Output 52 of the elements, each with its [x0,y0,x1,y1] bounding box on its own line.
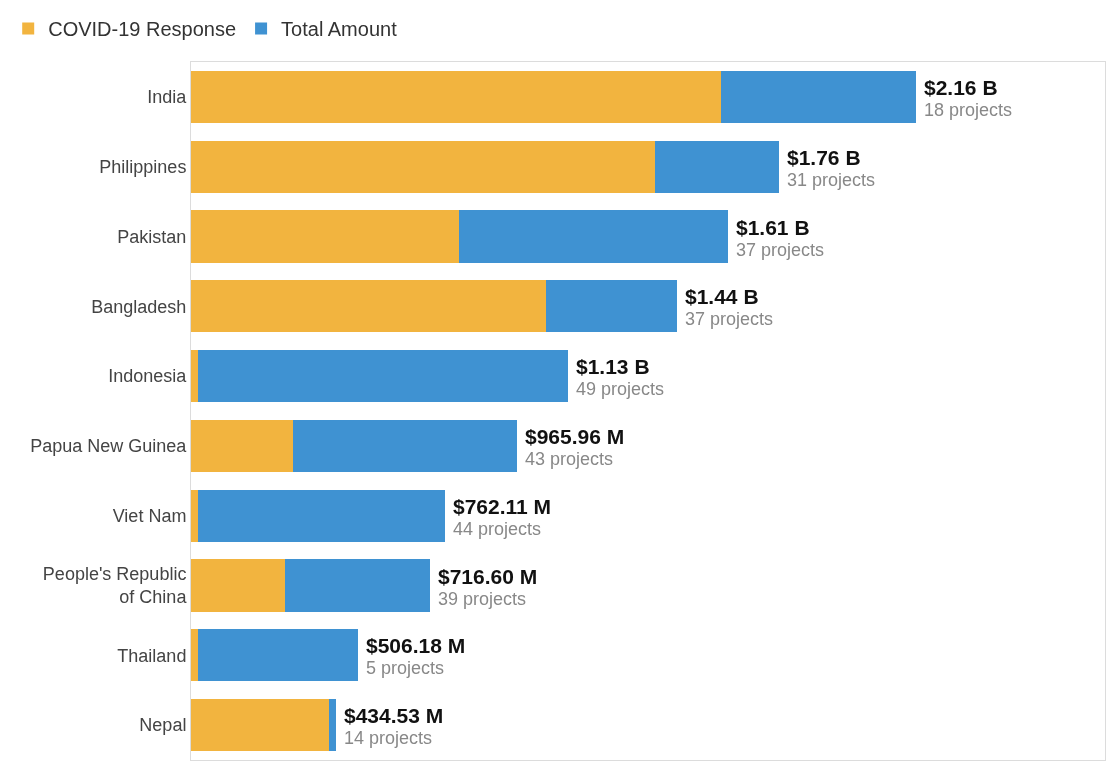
bar [191,280,547,333]
annotation: $762.11 M [453,495,552,518]
annotation: $434.53 M [344,704,444,727]
annotation: $1.13 B [576,355,650,378]
bar [198,489,445,542]
bar [328,698,337,752]
bar [459,210,728,263]
annotation: $716.60 M [438,565,538,588]
annotation: 39 projects [438,589,527,609]
legend-label: Total Amount [281,18,398,41]
bar [191,419,293,473]
annotation: $2.16 B [924,76,998,99]
annotation: 14 projects [344,728,433,748]
annotation: $1.76 B [787,146,861,169]
annotation: 49 projects [576,379,665,399]
annotation: $965.96 M [525,425,625,448]
annotation: 43 projects [525,449,614,469]
bar [720,70,917,124]
annotation: 37 projects [736,240,825,260]
annotation: $506.18 M [366,634,466,657]
annotation: 5 projects [366,658,445,678]
y-tick-label: Indonesia [108,366,188,387]
y-tick-label: Pakistan [117,226,187,247]
annotation: $1.61 B [736,216,810,239]
y-tick-label: Thailand [117,645,187,666]
y-tick-label: Nepal [139,715,187,736]
bar [191,559,286,612]
annotation: 18 projects [924,100,1013,120]
bar [191,698,329,752]
bar [191,140,656,193]
bar [655,140,779,193]
annotation: $1.44 B [685,285,759,308]
bar [198,629,358,682]
bar [191,70,721,124]
y-tick-label: People's Republic of China [42,564,188,608]
annotation: 37 projects [685,309,774,329]
legend-label: COVID-19 Response [48,18,237,41]
y-tick-label: Viet Nam [112,506,187,526]
y-tick-label: Philippines [99,157,187,177]
bar [191,629,199,682]
bar [292,419,518,473]
bar [191,349,199,403]
bar [546,280,678,333]
bar [191,489,199,542]
bar [191,210,460,263]
y-tick-label: Bangladesh [91,296,187,317]
bar [285,559,431,612]
annotation: 44 projects [453,519,542,539]
annotation: 31 projects [787,170,876,190]
y-tick-label: Papua New Guinea [30,436,188,457]
bar [198,349,569,403]
y-tick-label: India [147,87,188,108]
